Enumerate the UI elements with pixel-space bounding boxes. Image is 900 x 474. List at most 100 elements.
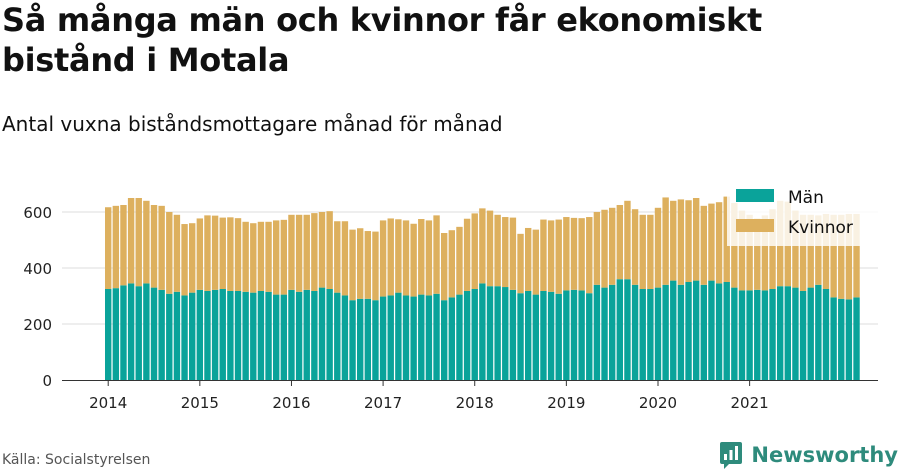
bar-man (547, 291, 555, 380)
bar-man (845, 299, 853, 380)
bar-kvinnor (502, 217, 509, 288)
bar-kvinnor (670, 200, 677, 281)
bar-man (769, 289, 776, 380)
bar-kvinnor (547, 220, 555, 292)
y-tick-label: 0 (42, 372, 52, 390)
bar-man (807, 287, 814, 380)
bar-man (776, 286, 784, 380)
bar-man (830, 297, 837, 380)
x-tick-label: 2017 (364, 394, 402, 412)
bar-kvinnor (639, 214, 646, 289)
bar-kvinnor (448, 230, 456, 298)
bar-man (799, 290, 807, 380)
bar-man (662, 284, 669, 380)
bar-kvinnor (440, 233, 448, 301)
bar-man (425, 295, 433, 380)
bar-man (440, 300, 448, 380)
bar-kvinnor (227, 217, 234, 291)
bar-man (593, 284, 601, 380)
bar-kvinnor (769, 209, 776, 289)
bar-man (257, 290, 265, 380)
bar-kvinnor (341, 221, 349, 296)
bar-kvinnor (662, 197, 669, 285)
bar-man (448, 297, 456, 380)
bar-kvinnor (692, 198, 700, 281)
bar-man (563, 290, 570, 380)
bar-kvinnor (738, 210, 746, 291)
bar-kvinnor (311, 213, 318, 291)
bar-man (204, 290, 211, 380)
bar-man (792, 287, 799, 380)
bar-man (601, 287, 608, 380)
bar-man (502, 287, 509, 380)
bar-kvinnor (647, 214, 654, 289)
bar-kvinnor (601, 209, 608, 288)
bar-kvinnor (349, 229, 356, 301)
bars (105, 196, 860, 380)
legend: Män Kvinnor (727, 182, 880, 246)
bar-kvinnor (433, 215, 440, 294)
bar-man (838, 298, 845, 380)
bar-kvinnor (211, 215, 219, 290)
bar-kvinnor (608, 207, 616, 285)
bar-man (586, 293, 593, 380)
bar-kvinnor (135, 198, 142, 287)
source-note: Källa: Socialstyrelsen (2, 452, 151, 468)
bar-kvinnor (540, 219, 547, 291)
bar-man (127, 283, 135, 380)
bar-man (654, 287, 662, 380)
bar-man (685, 282, 692, 380)
x-tick-label: 2014 (89, 394, 127, 412)
bar-man (395, 292, 402, 380)
bar-man (234, 290, 242, 380)
bar-man (150, 287, 158, 380)
newsworthy-logo-icon (720, 442, 743, 469)
bar-man (341, 295, 349, 380)
bar-man (647, 289, 654, 380)
bar-man (608, 284, 616, 380)
legend-swatch-man (736, 189, 774, 202)
legend-label-kvinnor: Kvinnor (788, 218, 853, 238)
bar-man (631, 284, 639, 380)
bar-kvinnor (112, 205, 120, 289)
bar-man (410, 296, 417, 380)
bar-kvinnor (799, 214, 807, 291)
bar-man (173, 291, 181, 380)
bar-man (524, 290, 532, 380)
bar-kvinnor (524, 227, 532, 291)
bar-man (761, 290, 769, 380)
bar-man (677, 284, 685, 380)
bar-kvinnor (853, 213, 860, 298)
bar-kvinnor (173, 214, 181, 292)
bar-man (135, 286, 142, 380)
bar-man (364, 298, 372, 380)
bar-man (227, 290, 234, 380)
bar-kvinnor (754, 218, 761, 290)
bar-kvinnor (143, 200, 150, 284)
bar-man (815, 284, 822, 380)
bar-man (166, 293, 173, 380)
bar-man (486, 286, 494, 380)
bar-man (471, 289, 478, 380)
bar-kvinnor (708, 203, 715, 281)
bar-man (784, 286, 791, 380)
bar-kvinnor (257, 221, 265, 291)
bar-kvinnor (387, 218, 394, 296)
x-tick-label: 2016 (272, 394, 310, 412)
bar-kvinnor (494, 214, 501, 287)
bar-man (189, 292, 196, 380)
bar-kvinnor (402, 220, 410, 296)
bar-kvinnor (242, 221, 249, 292)
bar-kvinnor (425, 220, 433, 296)
bar-man (738, 290, 746, 380)
bar-man (379, 296, 387, 380)
newsworthy-logo[interactable]: Newsworthy (719, 440, 898, 470)
bar-kvinnor (120, 205, 127, 286)
bar-kvinnor (486, 210, 494, 287)
bar-kvinnor (586, 217, 593, 294)
bar-man (715, 283, 723, 380)
bar-man (311, 290, 318, 380)
bar-kvinnor (326, 211, 333, 289)
bar-kvinnor (685, 200, 692, 282)
bar-kvinnor (578, 218, 585, 291)
